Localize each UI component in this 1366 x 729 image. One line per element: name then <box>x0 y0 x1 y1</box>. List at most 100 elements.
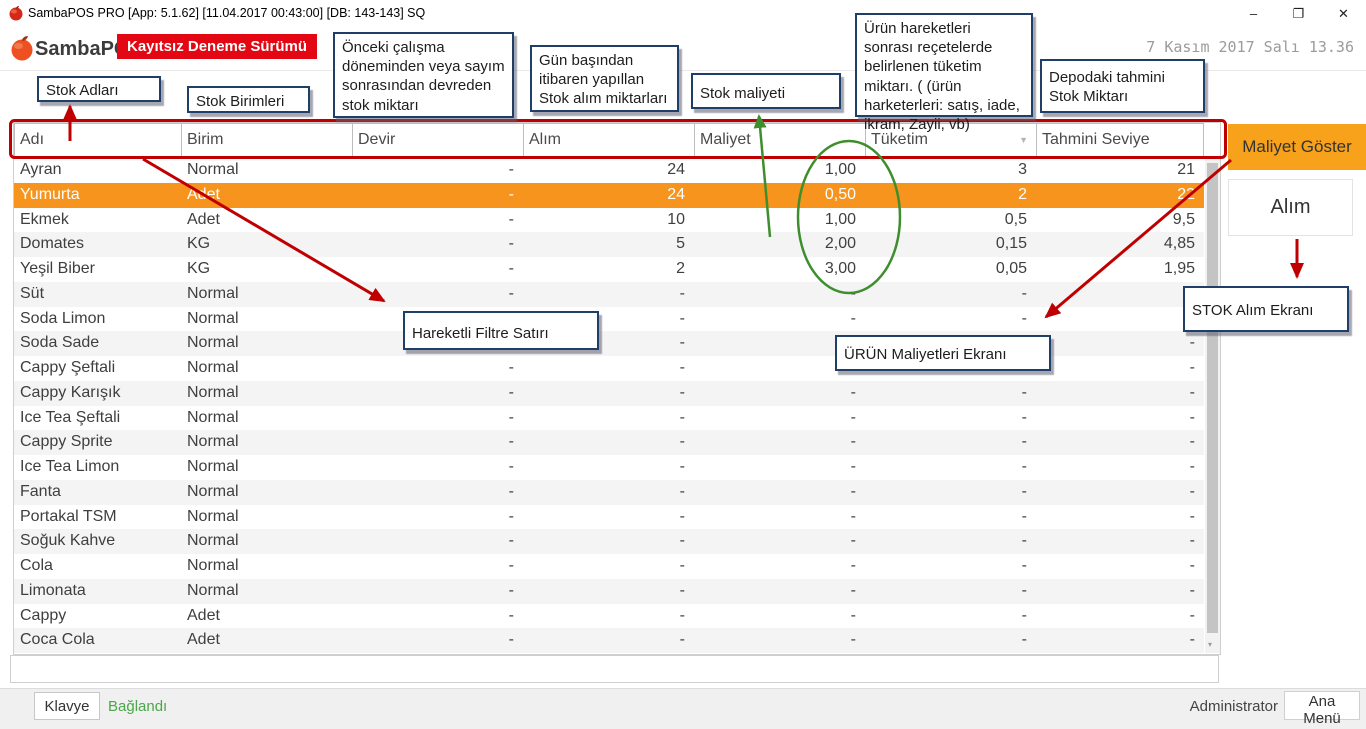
cell-tahmini: 21 <box>1177 161 1195 178</box>
cell-maliyet: - <box>850 309 856 327</box>
cell-alim: 24 <box>667 185 685 203</box>
column-filter-devir[interactable]: Devir <box>352 123 523 158</box>
cell-devir: - <box>508 408 514 426</box>
table-row[interactable]: Cappy Sprite Normal - - - - - <box>14 430 1204 455</box>
cell-tuketim: - <box>1021 557 1027 574</box>
cell-alim: - <box>679 433 685 451</box>
cell-devir: - <box>508 359 514 376</box>
table-row[interactable]: Ayran Normal - 24 1,00 3 21 <box>14 158 1204 183</box>
column-header-label: Maliyet <box>700 131 751 148</box>
table-row[interactable]: Domates KG - 5 2,00 0,15 4,85 <box>14 232 1204 257</box>
cell-tuketim: - <box>1021 532 1027 550</box>
cell-maliyet: - <box>850 557 856 574</box>
cell-tuketim: - <box>1021 606 1027 624</box>
cell-tahmini: - <box>1189 606 1195 624</box>
cell-alim: - <box>679 557 685 574</box>
cell-tuketim: - <box>1021 507 1027 525</box>
cell-tuketim: - <box>1021 408 1027 426</box>
table-row[interactable]: Coca Cola Adet - - - - - <box>14 628 1204 653</box>
table-row[interactable]: Yeşil Biber KG - 2 3,00 0,05 1,95 <box>14 257 1204 282</box>
cell-birim: Adet <box>187 210 220 228</box>
cell-birim: Normal <box>187 408 239 426</box>
cell-tahmini: - <box>1189 482 1195 500</box>
table-row[interactable]: Yumurta Adet -24 0,50 2 22 <box>14 182 1204 208</box>
cell-name: Cappy <box>20 606 67 624</box>
cell-tahmini: - <box>1189 532 1195 550</box>
cell-name: Cappy Karışık <box>20 383 121 401</box>
table-row[interactable]: Ice Tea Limon Normal - - - - - <box>14 455 1204 480</box>
table-row[interactable]: Limonata Normal - - - - - <box>14 578 1204 604</box>
app-icon <box>8 5 24 26</box>
cell-tuketim: - <box>1021 482 1027 500</box>
sort-indicator-icon[interactable]: ▼ <box>1019 135 1028 145</box>
column-filter-name[interactable]: Adı <box>14 123 181 158</box>
cell-devir: - <box>508 606 514 624</box>
table-row[interactable]: Ekmek Adet - 10 1,00 0,5 9,5 <box>14 207 1204 233</box>
cell-devir: - <box>508 383 514 401</box>
cell-name: Ice Tea Şeftali <box>20 408 121 426</box>
table-row[interactable]: Fanta Normal - - - - - <box>14 479 1204 505</box>
cell-maliyet: 1,00 <box>824 210 856 228</box>
table-row[interactable]: Cappy Adet - - - - - <box>14 603 1204 629</box>
cell-tahmini: - <box>1189 631 1195 649</box>
cell-maliyet: 3,00 <box>824 260 856 277</box>
cell-alim: - <box>679 309 685 327</box>
table-row[interactable]: Portakal TSM Normal - - - - - <box>14 504 1204 530</box>
column-filter-birim[interactable]: Birim <box>181 123 352 158</box>
table-row[interactable]: Cola Normal - - - - - <box>14 554 1204 579</box>
table-row[interactable]: Cappy Karışık Normal - - - - - <box>14 380 1204 406</box>
cell-tahmini: 1,95 <box>1163 260 1195 277</box>
cell-devir: - <box>508 482 514 500</box>
scroll-down-icon[interactable]: ▾ <box>1208 640 1213 649</box>
cell-birim: Normal <box>187 334 239 352</box>
cell-name: Süt <box>20 284 45 302</box>
column-header-label: Alım <box>529 131 561 148</box>
cell-maliyet: - <box>850 482 856 500</box>
callout-gun-basindan: Gün başından itibaren yapıllan Stok alım… <box>530 45 679 112</box>
cell-name: Yumurta <box>20 185 80 203</box>
cell-alim: - <box>679 408 685 426</box>
cell-alim: - <box>679 532 685 550</box>
alim-button[interactable]: Alım <box>1228 179 1353 236</box>
table-body: Ayran Normal - 24 1,00 3 21 Yumurta Adet - 24 0,50 2… <box>14 158 1204 653</box>
vertical-scrollbar[interactable]: ▾ <box>1205 158 1220 653</box>
column-header-label: Adı <box>20 131 45 148</box>
callout-stok-adlari: Stok Adları <box>37 76 161 102</box>
keyboard-button[interactable]: Klavye <box>34 692 100 720</box>
cell-name: Ekmek <box>20 210 69 228</box>
cell-tahmini: - <box>1036 307 1204 332</box>
cell-tahmini: - <box>1189 458 1195 475</box>
cell-maliyet: - <box>850 383 856 401</box>
cell-birim: Normal <box>187 284 239 302</box>
cell-devir: - <box>508 433 514 451</box>
table-row[interactable]: Ice Tea Şeftali Normal - - - - - <box>14 405 1204 431</box>
cell-alim: - <box>679 507 685 525</box>
table-row[interactable]: Soğuk Kahve Normal - - - - - <box>14 529 1204 554</box>
close-button[interactable]: ✕ <box>1338 6 1349 21</box>
stock-table: Adı Birim Devir Alım Maliyet Tüketim ▼ Tahmini … <box>13 122 1221 655</box>
cell-alim: 5 <box>676 235 685 253</box>
column-filter-tahmini[interactable]: Tahmini Seviye <box>1036 123 1204 158</box>
column-filter-maliyet[interactable]: Maliyet <box>694 123 865 158</box>
main-menu-button[interactable]: Ana Menü <box>1284 691 1360 727</box>
cell-tahmini: - <box>1189 557 1195 574</box>
cell-birim: Normal <box>187 309 239 327</box>
cell-maliyet: - <box>850 433 856 451</box>
callout-urun-maliyetleri-ekrani: ÜRÜN Maliyetleri Ekranı <box>835 335 1051 371</box>
cell-name: Yeşil Biber <box>20 260 96 277</box>
cell-tuketim: 0,05 <box>995 260 1027 277</box>
cell-tuketim: 2 <box>1018 185 1027 203</box>
cell-tuketim: - <box>1021 309 1027 327</box>
cell-birim: Normal <box>187 458 239 475</box>
maliyet-goster-button[interactable]: Maliyet Göster <box>1228 124 1366 170</box>
restore-button[interactable]: ❐ <box>1292 6 1305 21</box>
column-filter-alim[interactable]: Alım <box>523 123 694 158</box>
cell-maliyet: - <box>850 284 856 302</box>
status-bar: Klavye Bağlandı Administrator Ana Menü <box>0 688 1366 729</box>
scrollbar-thumb[interactable] <box>1207 163 1218 633</box>
minimize-button[interactable]: – <box>1249 6 1258 21</box>
cell-devir: - <box>508 260 514 277</box>
cell-birim: Normal <box>187 532 239 550</box>
